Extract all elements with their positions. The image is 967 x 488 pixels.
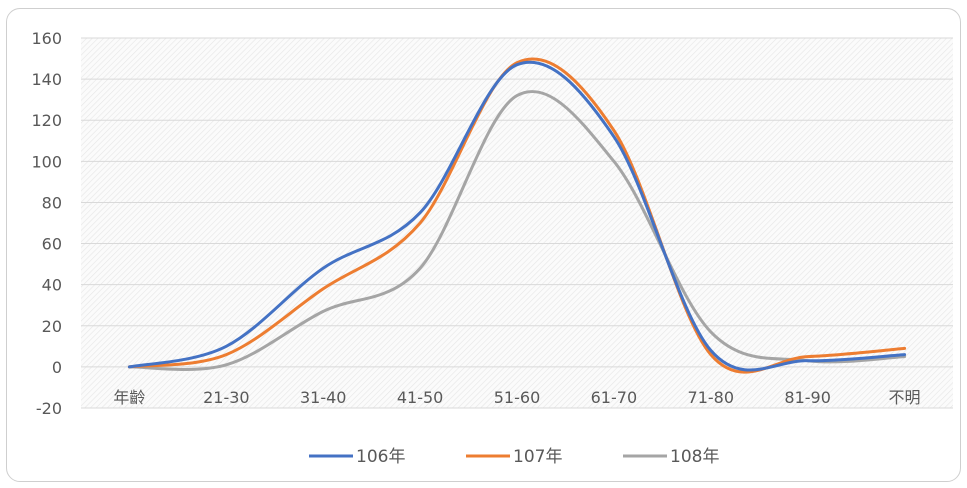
x-tick-label: 81-90 — [784, 388, 831, 407]
y-tick-label: 100 — [31, 152, 62, 171]
y-tick-label: 140 — [31, 70, 62, 89]
x-tick-label: 21-30 — [203, 388, 250, 407]
y-tick-label: -20 — [36, 399, 62, 418]
x-tick-label: 不明 — [889, 388, 921, 407]
y-axis: 160 140 120 100 80 60 40 20 0 -20 — [31, 29, 62, 418]
gridlines — [81, 37, 953, 409]
series-lines — [127, 57, 907, 374]
y-tick-label: 20 — [42, 317, 62, 336]
y-tick-label: 120 — [31, 111, 62, 130]
x-tick-label: 41-50 — [397, 388, 444, 407]
legend-label: 106年 — [356, 447, 405, 467]
series-line — [127, 60, 907, 372]
y-tick-label: 160 — [31, 29, 62, 48]
legend: 106年 107年 108年 — [309, 447, 719, 467]
y-tick-label: 80 — [42, 193, 62, 212]
x-tick-label: 年齡 — [113, 388, 145, 407]
x-tick-label: 61-70 — [591, 388, 638, 407]
x-tick-label: 51-60 — [494, 388, 541, 407]
legend-label: 107年 — [513, 447, 562, 467]
legend-label: 108年 — [670, 447, 719, 467]
y-tick-label: 0 — [52, 358, 62, 377]
y-tick-label: 40 — [42, 276, 62, 295]
series-line — [127, 90, 907, 371]
x-axis: 年齡 21-30 31-40 41-50 51-60 61-70 71-80 81-90 不明 — [113, 388, 920, 407]
x-tick-label: 71-80 — [688, 388, 735, 407]
y-tick-label: 60 — [42, 235, 62, 254]
x-tick-label: 31-40 — [300, 388, 347, 407]
